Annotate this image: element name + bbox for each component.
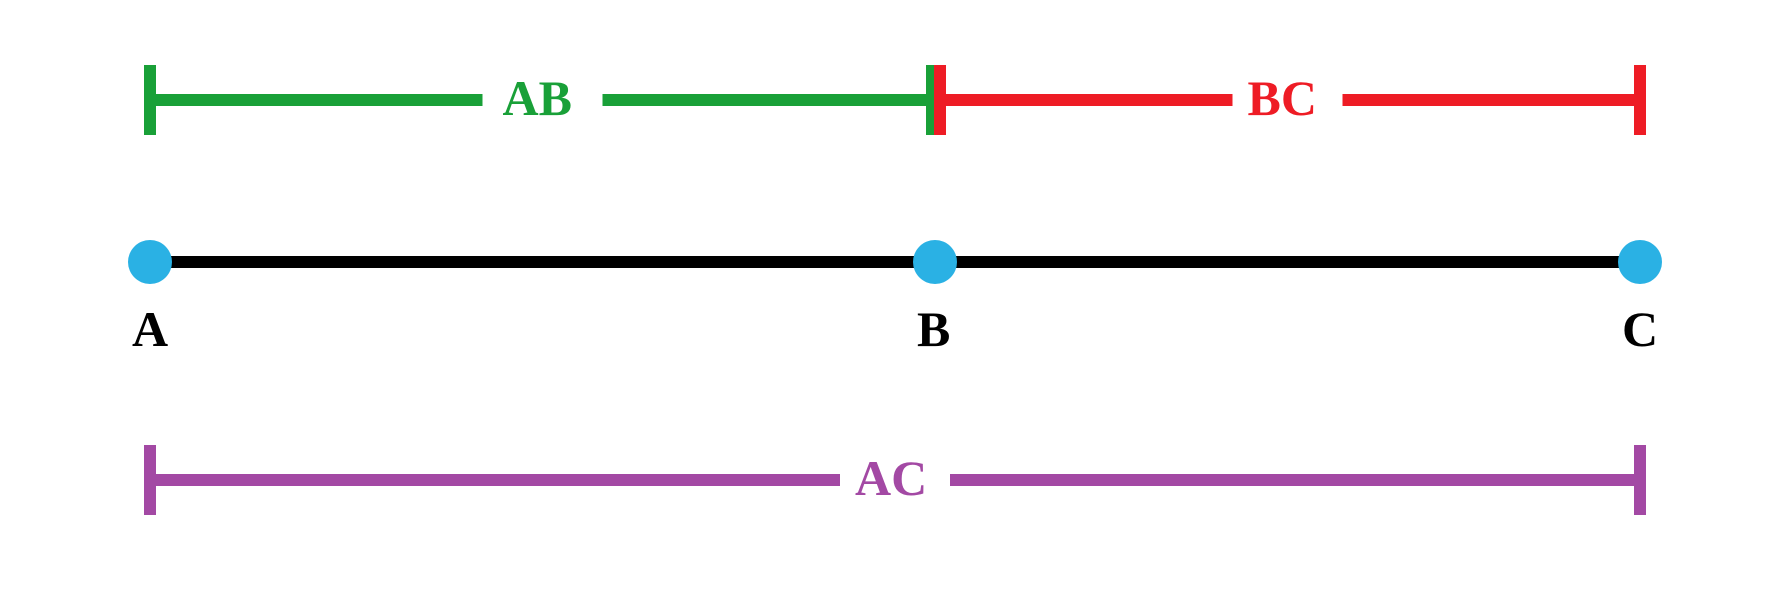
diagram-svg [0,0,1771,601]
point-c [1618,240,1662,284]
segment-label-ab: AB [503,69,572,127]
point-label-a: A [132,300,168,358]
point-label-b: B [917,300,950,358]
point-b [913,240,957,284]
segment-label-ac: AC [855,449,927,507]
point-label-c: C [1622,300,1658,358]
point-a [128,240,172,284]
segment-label-bc: BC [1248,69,1317,127]
segment-addition-diagram: AB BC AC A B C [0,0,1771,601]
